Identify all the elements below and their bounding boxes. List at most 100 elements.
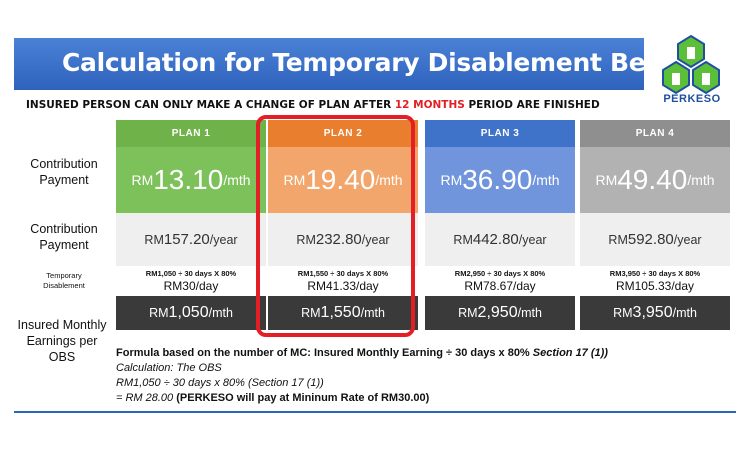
currency-label: RM: [453, 232, 473, 247]
perkeso-logo-icon: [662, 34, 720, 95]
formula-text: Formula based on the number of MC: Insur…: [116, 347, 533, 359]
yearly-amount: 232.80: [315, 231, 362, 248]
earnings-amount: 2,950: [477, 304, 518, 321]
monthly-contribution: RM 36.90/mth: [425, 147, 575, 213]
daily-formula: RM2,950 ÷ 30 days X 80%: [454, 269, 546, 278]
plan-header: PLAN 1: [116, 120, 266, 147]
insured-earnings: RM 3,950/mth: [580, 296, 730, 330]
title-banner: Calculation for Temporary Disablement Be…: [14, 38, 710, 90]
row-label-line: OBS: [48, 350, 76, 364]
daily-benefit-calc: RM3,950 ÷ 30 days X 80% RM105.33/day: [580, 266, 730, 296]
plan-header: PLAN 4: [580, 120, 730, 147]
unit-label: /mth: [517, 306, 542, 320]
currency-label: RM: [301, 306, 321, 320]
notice-text-end: PERIOD ARE FINISHED: [464, 99, 600, 111]
daily-formula: RM1,550 ÷ 30 days X 80%: [297, 269, 389, 278]
yearly-contribution: RM 232.80/year: [268, 213, 418, 266]
daily-amount: RM30/day: [163, 279, 219, 293]
notice-text: INSURED PERSON CAN ONLY MAKE A CHANGE OF…: [26, 99, 395, 111]
monthly-amount: 19.40: [305, 164, 376, 195]
unit-label: /mth: [672, 306, 697, 320]
calc-example: RM1,050 ÷ 30 days x 80% (Section 17 (1)): [116, 377, 324, 389]
monthly-contribution: RM 19.40/mth: [268, 147, 418, 213]
unit-label: /mth: [360, 306, 385, 320]
currency-label: RM: [144, 232, 164, 247]
unit-label: /year: [361, 232, 390, 247]
formula-section: Section 17 (1)): [532, 347, 608, 359]
earnings-amount: 1,550: [320, 304, 361, 321]
currency-label: RM: [296, 232, 316, 247]
plan-change-notice: INSURED PERSON CAN ONLY MAKE A CHANGE OF…: [26, 99, 600, 111]
currency-label: RM: [595, 172, 618, 188]
monthly-contribution: RM 13.10/mth: [116, 147, 266, 213]
calc-result: = RM 28.00: [116, 392, 174, 404]
currency-label: RM: [613, 306, 633, 320]
formula-line: Formula based on the number of MC: Insur…: [116, 346, 608, 361]
monthly-amount: 36.90: [462, 164, 533, 195]
insured-earnings: RM 2,950/mth: [425, 296, 575, 330]
currency-label: RM: [440, 172, 463, 188]
monthly-contribution: RM 49.40/mth: [580, 147, 730, 213]
plan-column-2: PLAN 2 RM 19.40/mth RM 232.80/year RM1,550…: [268, 120, 418, 330]
yearly-contribution: RM 157.20/year: [116, 213, 266, 266]
unit-label: /mth: [687, 172, 715, 188]
yearly-contribution: RM 442.80/year: [425, 213, 575, 266]
currency-label: RM: [149, 306, 169, 320]
formula-explanation: Formula based on the number of MC: Insur…: [116, 346, 608, 406]
monthly-amount: 49.40: [617, 164, 688, 195]
monthly-amount: 13.10: [153, 164, 224, 195]
bottom-divider: [14, 411, 736, 413]
unit-label: /mth: [208, 306, 233, 320]
plan-column-4: PLAN 4 RM 49.40/mth RM 592.80/year RM3,950…: [580, 120, 730, 330]
row-label-line: Disablement: [43, 281, 85, 290]
unit-label: /year: [209, 232, 238, 247]
row-label-line: Insured Monthly: [17, 318, 107, 332]
unit-label: /mth: [375, 172, 403, 188]
formula-line: Calculation: The OBS: [116, 361, 608, 376]
row-label-line: Contribution: [30, 157, 98, 171]
daily-amount: RM78.67/day: [464, 279, 536, 293]
row-label-line: Earnings per: [26, 334, 98, 348]
earnings-amount: 1,050: [168, 304, 209, 321]
earnings-amount: 3,950: [632, 304, 673, 321]
notice-highlight: 12 MONTHS: [394, 99, 465, 111]
row-label-insured-earnings: Insured Monthly Earnings per OBS: [10, 317, 114, 365]
yearly-amount: 442.80: [472, 231, 519, 248]
unit-label: /mth: [532, 172, 560, 188]
logo-text: PERKESO: [663, 93, 721, 105]
daily-benefit-calc: RM2,950 ÷ 30 days X 80% RM78.67/day: [425, 266, 575, 296]
row-label-temporary-disablement: Temporary Disablement: [18, 271, 110, 291]
daily-benefit-calc: RM1,550 ÷ 30 days X 80% RM41.33/day: [268, 266, 418, 296]
page-title: Calculation for Temporary Disablement Be…: [62, 48, 711, 77]
daily-formula: RM1,050 ÷ 30 days X 80%: [145, 269, 237, 278]
row-label-line: Payment: [39, 173, 89, 187]
yearly-contribution: RM 592.80/year: [580, 213, 730, 266]
plan-column-1: PLAN 1 RM 13.10/mth RM 157.20/year RM1,050…: [116, 120, 266, 330]
unit-label: /mth: [223, 172, 251, 188]
insured-earnings: RM 1,550/mth: [268, 296, 418, 330]
formula-line: RM1,050 ÷ 30 days x 80% (Section 17 (1)): [116, 376, 608, 391]
row-label-line: Payment: [39, 238, 89, 252]
currency-label: RM: [283, 172, 306, 188]
unit-label: /year: [518, 232, 547, 247]
currency-label: RM: [608, 232, 628, 247]
plan-header: PLAN 3: [425, 120, 575, 147]
formula-line: = RM 28.00 (PERKESO will pay at Mininum …: [116, 391, 608, 406]
row-label-line: Contribution: [30, 222, 98, 236]
calc-note: (PERKESO will pay at Mininum Rate of RM3…: [173, 392, 430, 404]
daily-amount: RM41.33/day: [307, 279, 379, 293]
calc-heading: Calculation: The OBS: [116, 362, 222, 374]
yearly-amount: 592.80: [627, 231, 674, 248]
currency-label: RM: [458, 306, 478, 320]
daily-amount: RM105.33/day: [615, 279, 695, 293]
plan-2-highlight-frame: [256, 115, 415, 337]
row-label-contribution-monthly: Contribution Payment: [18, 156, 110, 188]
plan-header: PLAN 2: [268, 120, 418, 147]
yearly-amount: 157.20: [163, 231, 210, 248]
row-label-line: Temporary: [46, 271, 82, 280]
daily-benefit-calc: RM1,050 ÷ 30 days X 80% RM30/day: [116, 266, 266, 296]
insured-earnings: RM 1,050/mth: [116, 296, 266, 330]
unit-label: /year: [673, 232, 702, 247]
plan-column-3: PLAN 3 RM 36.90/mth RM 442.80/year RM2,950…: [425, 120, 575, 330]
daily-formula: RM3,950 ÷ 30 days X 80%: [609, 269, 701, 278]
